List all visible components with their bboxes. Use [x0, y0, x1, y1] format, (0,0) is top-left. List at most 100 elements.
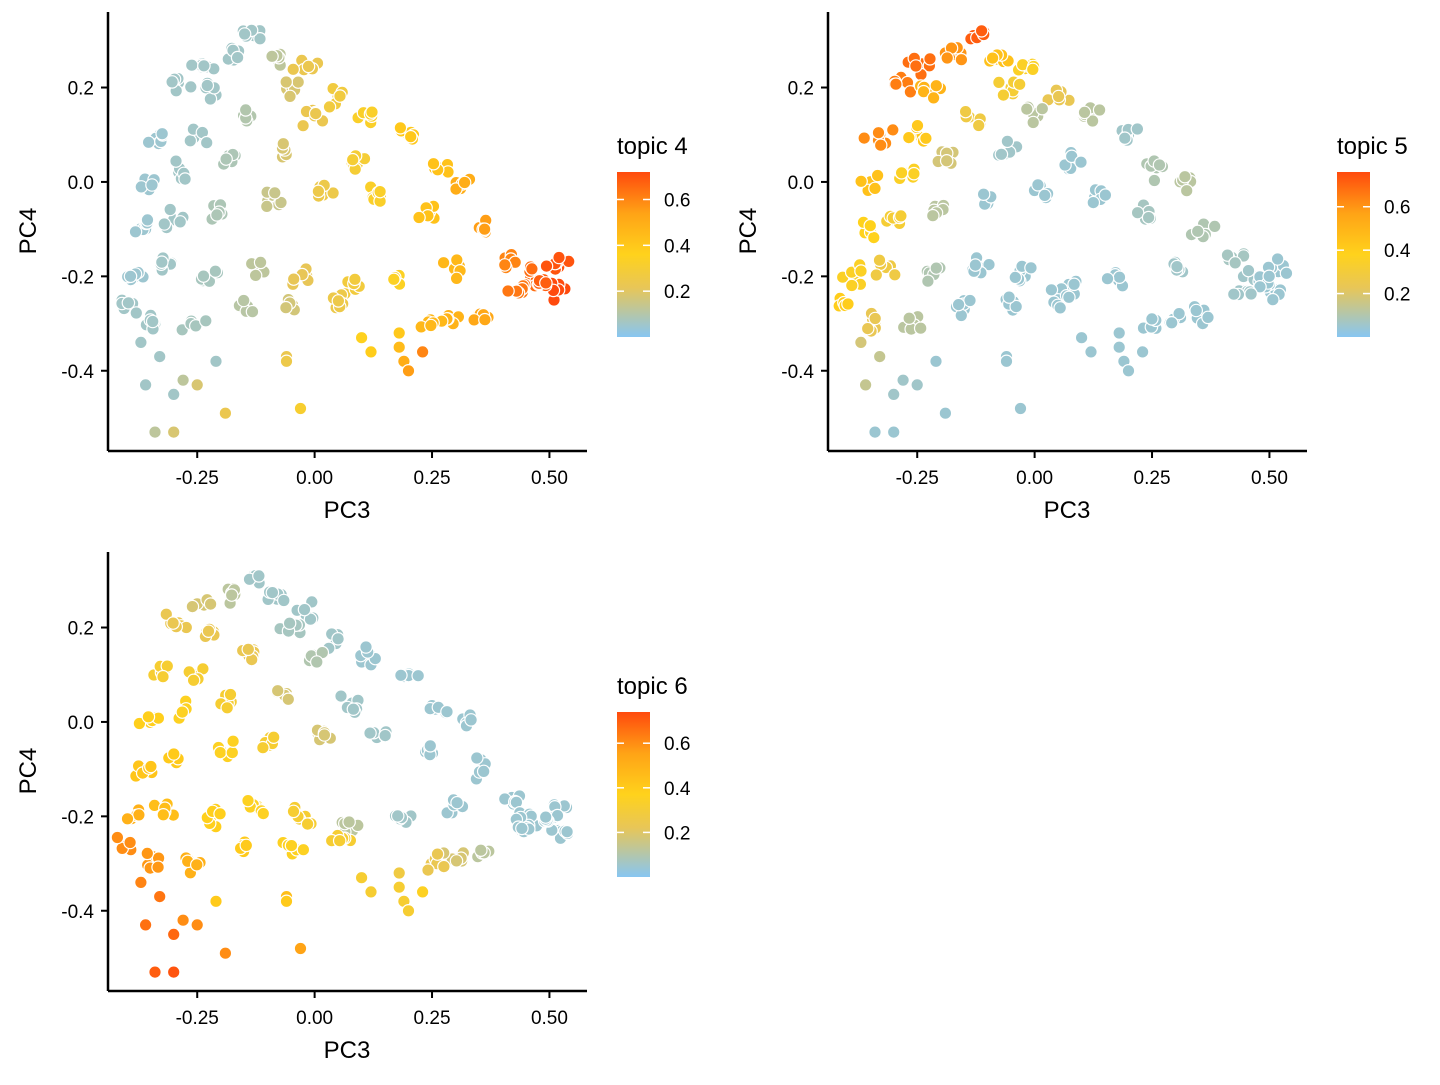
data-point	[1084, 345, 1098, 359]
data-point	[887, 267, 902, 282]
data-point	[1100, 271, 1115, 286]
panel-2-legend-ticks: 0.6 0.4 0.2	[1337, 198, 1411, 306]
data-point	[293, 401, 308, 416]
data-point	[1024, 260, 1038, 275]
panel-1-y-ticks: 0.2 0.0 -0.2 -0.4	[61, 79, 108, 383]
data-point	[392, 340, 406, 354]
data-point	[166, 927, 181, 942]
data-point	[322, 100, 337, 114]
data-point	[415, 885, 430, 899]
data-point	[151, 860, 165, 874]
data-point	[872, 349, 887, 364]
data-point	[449, 271, 464, 286]
data-point	[1189, 303, 1203, 318]
data-point	[218, 946, 233, 960]
data-point	[331, 294, 346, 308]
data-point	[392, 866, 406, 880]
data-point	[457, 175, 472, 190]
data-point	[279, 300, 293, 315]
panel-2-legend-title: topic 5	[1337, 133, 1408, 160]
data-point	[253, 31, 267, 46]
data-point	[1228, 256, 1242, 270]
data-point	[203, 597, 218, 611]
data-point	[421, 863, 435, 877]
data-point	[267, 186, 282, 200]
data-point	[110, 830, 125, 845]
data-point	[276, 136, 291, 151]
data-point	[889, 77, 903, 91]
data-point	[209, 354, 223, 369]
data-point	[213, 806, 227, 821]
data-point	[291, 75, 305, 89]
data-point	[885, 123, 900, 137]
x-tick-label: 0.50	[531, 468, 568, 489]
data-point	[1098, 188, 1113, 202]
data-point	[230, 50, 245, 65]
data-point	[173, 215, 187, 229]
legend-tick-label: 0.2	[1384, 285, 1410, 306]
legend-tick-label: 0.2	[664, 282, 690, 303]
data-point	[450, 795, 464, 810]
data-point	[910, 118, 925, 133]
data-point	[985, 51, 1000, 65]
panel-1-x-ticks: -0.25 0.00 0.25 0.50	[176, 451, 568, 489]
data-point	[929, 261, 944, 275]
data-point	[896, 373, 910, 387]
data-point	[378, 728, 392, 743]
y-tick-label: -0.2	[61, 807, 94, 828]
data-point	[560, 824, 574, 839]
data-point	[424, 318, 438, 333]
data-point	[334, 689, 348, 703]
data-point	[293, 941, 308, 956]
data-point	[210, 208, 224, 222]
data-point	[213, 745, 228, 760]
data-point	[886, 425, 901, 439]
data-point	[1074, 155, 1088, 169]
y-tick-label: 0.0	[68, 713, 94, 734]
data-point	[871, 125, 886, 140]
data-point	[841, 297, 855, 311]
data-point	[477, 222, 492, 236]
data-point	[907, 166, 921, 181]
data-point	[919, 131, 933, 146]
data-point	[538, 810, 553, 824]
data-point	[1074, 330, 1089, 345]
data-point	[283, 89, 297, 104]
data-point	[992, 75, 1006, 90]
data-point	[123, 835, 137, 850]
data-point	[169, 154, 183, 168]
panel-1-legend-title: topic 4	[617, 133, 688, 160]
data-point	[401, 363, 416, 378]
data-point	[138, 918, 153, 932]
data-point	[868, 311, 882, 326]
data-point	[209, 894, 223, 909]
data-point	[345, 152, 360, 167]
data-point	[176, 373, 190, 387]
data-point	[501, 284, 515, 298]
data-point	[440, 704, 454, 719]
data-point	[134, 875, 148, 890]
panel-1-x-axis-title: PC3	[324, 497, 371, 524]
panel-3-colorbar	[617, 712, 650, 877]
data-point	[430, 847, 445, 861]
data-point	[1013, 401, 1028, 416]
data-point	[1002, 290, 1016, 304]
data-point	[916, 84, 931, 99]
data-point	[1207, 219, 1222, 234]
data-point	[894, 209, 908, 223]
data-point	[971, 118, 986, 133]
data-point	[317, 728, 332, 742]
data-point	[123, 269, 138, 284]
data-point	[346, 702, 361, 716]
data-point	[403, 129, 418, 144]
data-point	[940, 51, 954, 65]
data-point	[1130, 122, 1145, 136]
data-point	[976, 187, 991, 201]
data-point	[156, 669, 170, 684]
data-point	[178, 172, 192, 186]
data-point	[951, 297, 966, 312]
x-tick-label: 0.25	[414, 468, 451, 489]
data-point	[854, 174, 868, 189]
data-point	[870, 168, 885, 183]
data-point	[1279, 266, 1294, 281]
